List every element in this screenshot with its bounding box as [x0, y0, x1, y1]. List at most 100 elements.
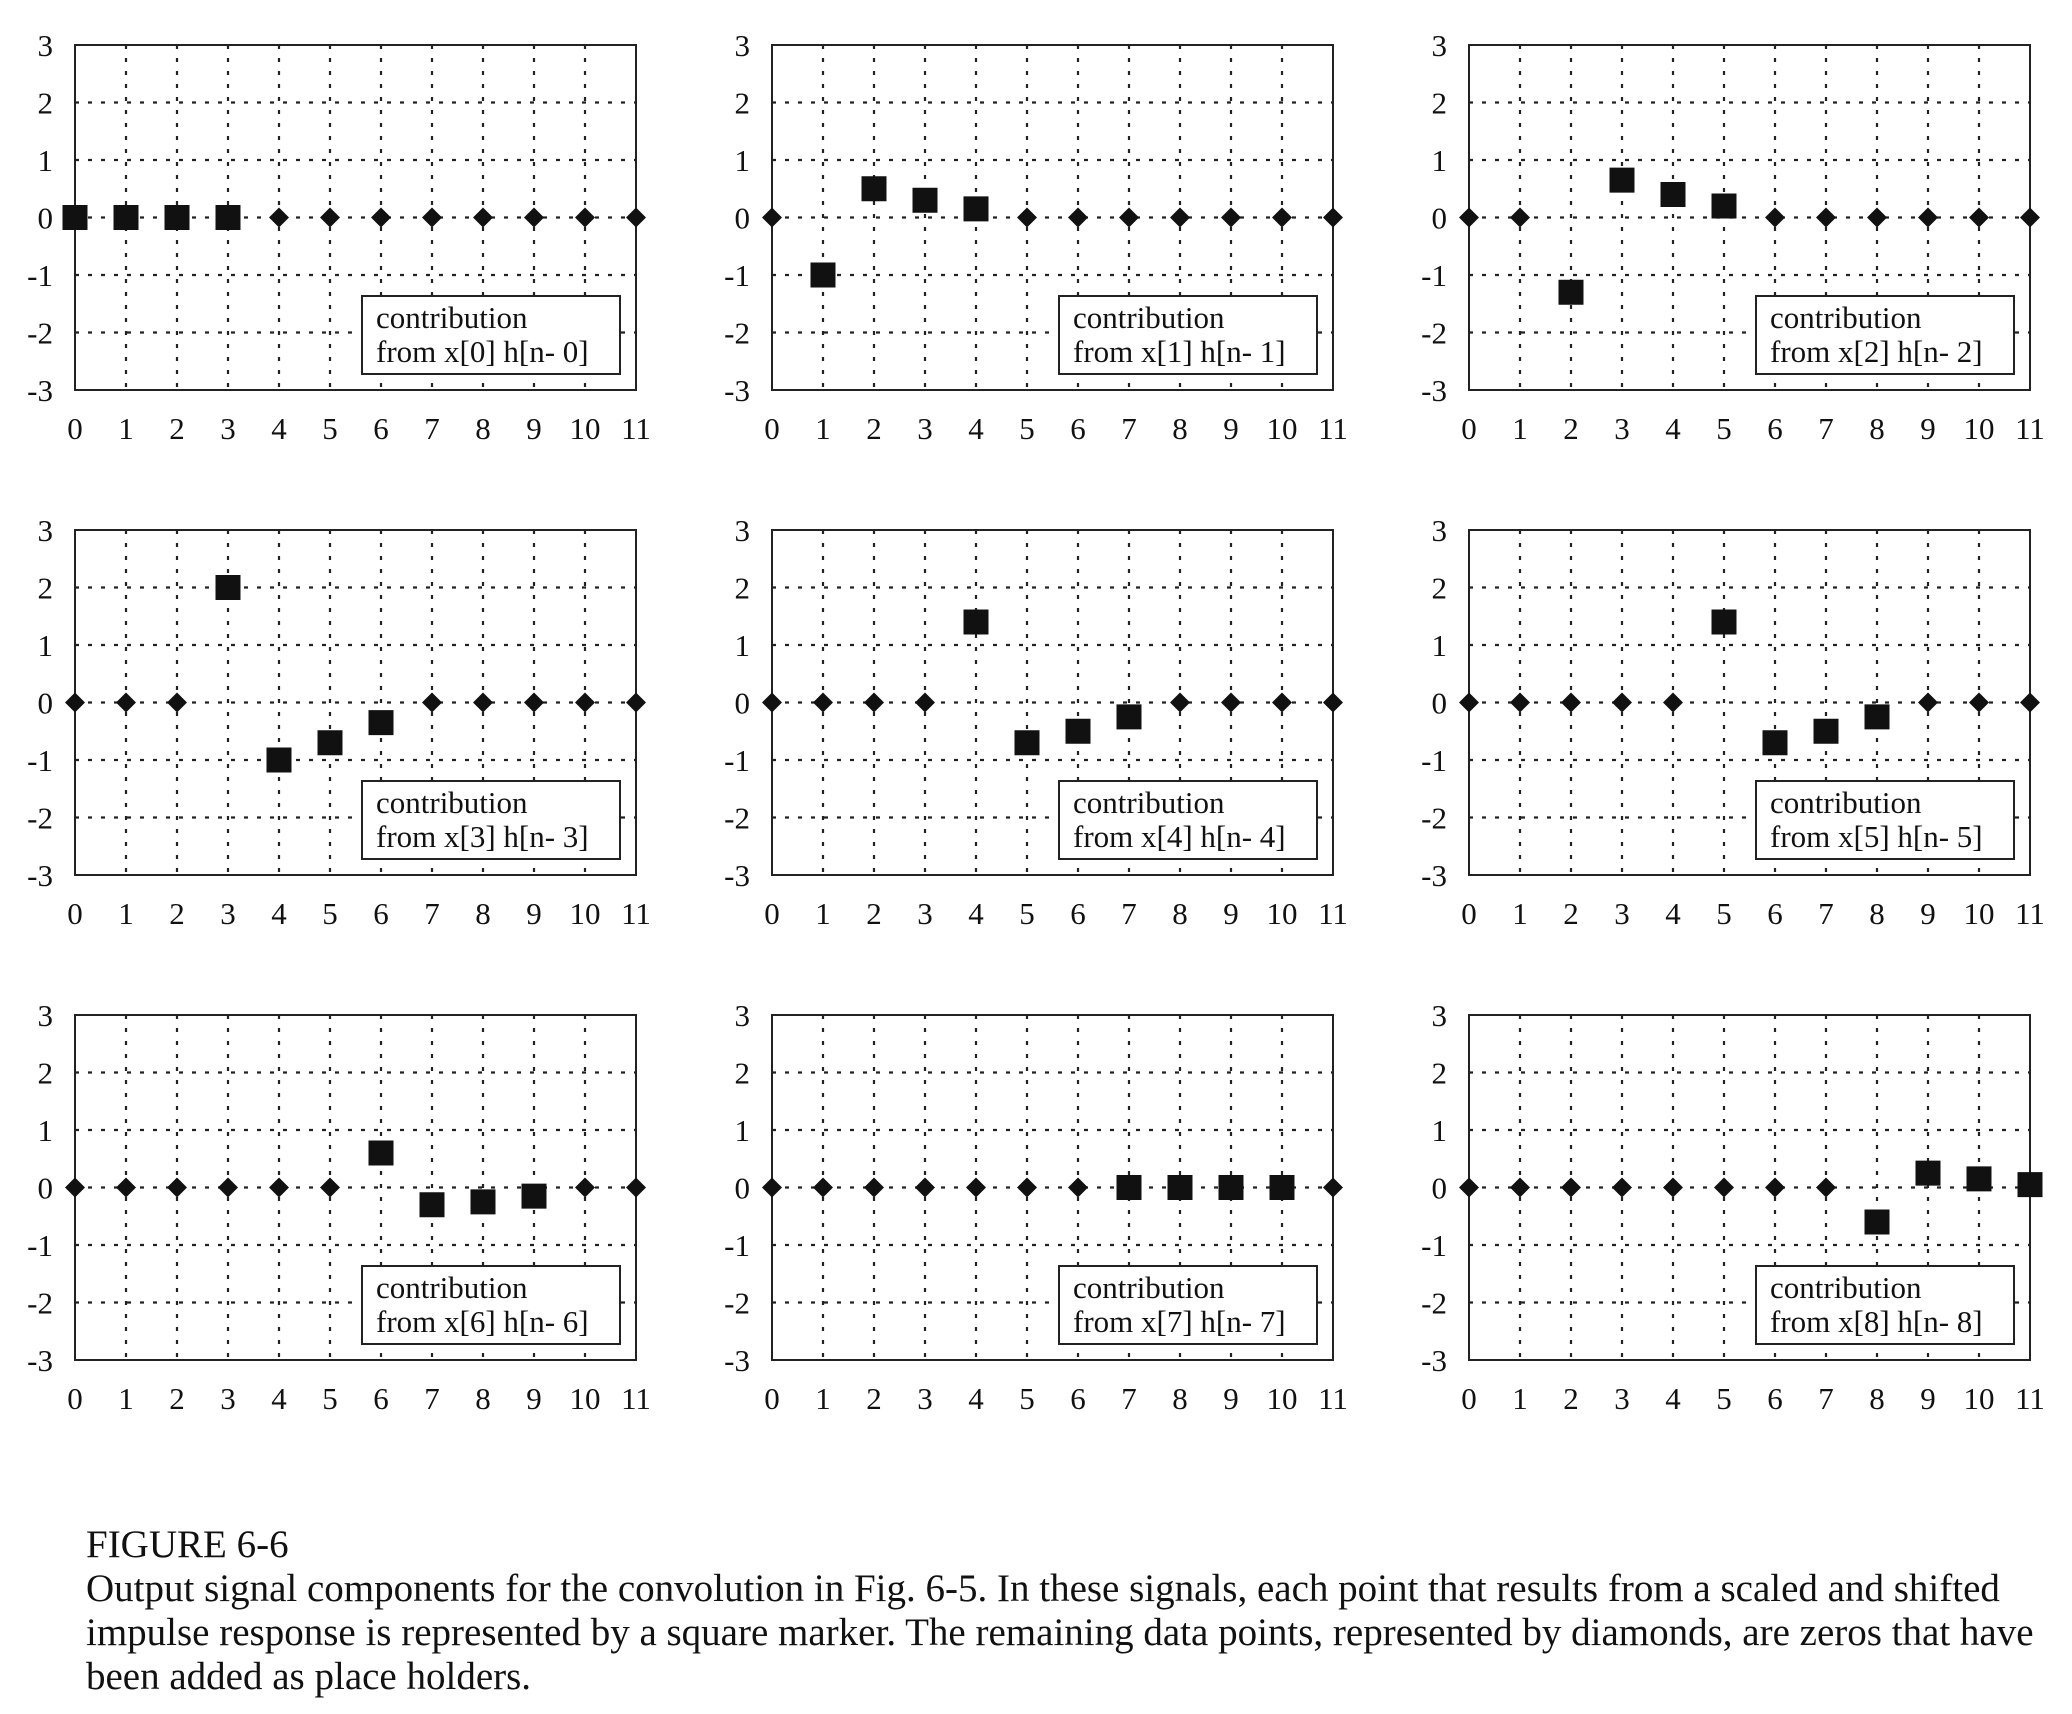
legend-box [1755, 780, 2015, 860]
diamond-marker [1119, 207, 1139, 228]
x-tick-label: 3 [917, 1381, 933, 1416]
legend-box [361, 1265, 621, 1345]
diamond-marker [1068, 207, 1088, 228]
y-tick-label: 3 [38, 513, 54, 548]
x-tick-label: 1 [118, 411, 134, 446]
y-tick-label: -2 [724, 1286, 750, 1321]
x-tick-label: 2 [1563, 896, 1579, 931]
x-tick-label: 6 [373, 896, 389, 931]
diamond-marker [269, 1177, 289, 1198]
square-marker [810, 262, 836, 288]
x-tick-label: 5 [1019, 411, 1035, 446]
x-tick-label: 6 [1070, 896, 1086, 931]
y-tick-label: 0 [735, 686, 751, 721]
diamond-marker [1561, 692, 1581, 713]
chart-panel-7: 0 1 2 3 4 5 6 7 8 9 10 113210-1-2-3contributionfrom… [724, 998, 1348, 1416]
diamond-marker [1510, 692, 1530, 713]
square-marker [1065, 718, 1091, 744]
x-tick-label: 1 [815, 896, 831, 931]
x-tick-label: 8 [475, 1381, 491, 1416]
y-tick-label: 1 [735, 1113, 751, 1148]
y-tick-label: -2 [724, 316, 750, 351]
chart-panel-6: 0 1 2 3 4 5 6 7 8 9 10 113210-1-2-3contributionfrom… [27, 998, 651, 1416]
x-tick-label: 11 [621, 411, 651, 446]
diamond-marker [1612, 1177, 1632, 1198]
y-tick-label: -1 [724, 743, 750, 778]
x-tick-label: 10 [570, 411, 601, 446]
diamond-marker [1663, 1177, 1683, 1198]
x-tick-label: 3 [220, 1381, 236, 1416]
y-tick-label: 2 [1432, 571, 1448, 606]
x-tick-label: 11 [1318, 896, 1348, 931]
x-tick-label: 8 [475, 411, 491, 446]
diamond-marker [864, 1177, 884, 1198]
x-tick-label: 10 [1267, 1381, 1298, 1416]
diamond-marker [1918, 692, 1938, 713]
diamond-marker [915, 1177, 935, 1198]
diamond-marker [320, 1177, 340, 1198]
y-tick-label: 3 [1432, 513, 1448, 548]
y-tick-label: -3 [1421, 1343, 1447, 1378]
legend-box [1058, 780, 1318, 860]
diamond-marker [626, 207, 646, 228]
y-tick-label: 3 [735, 998, 751, 1033]
legend-line: contribution [376, 300, 528, 335]
x-tick-label: 6 [1767, 896, 1783, 931]
diamond-marker [1459, 207, 1479, 228]
x-tick-label: 0 [1461, 411, 1477, 446]
diamond-marker [966, 1177, 986, 1198]
diamond-marker [813, 1177, 833, 1198]
y-tick-label: 0 [1432, 686, 1448, 721]
diamond-marker [2020, 692, 2040, 713]
diamond-marker [1459, 1177, 1479, 1198]
x-tick-label: 10 [570, 1381, 601, 1416]
x-tick-label: 1 [1512, 411, 1528, 446]
figure-label: FIGURE 6-6 [86, 1523, 289, 1566]
x-tick-label: 11 [1318, 1381, 1348, 1416]
x-tick-label: 10 [1267, 896, 1298, 931]
x-tick-label: 7 [424, 411, 440, 446]
x-tick-label: 5 [322, 1381, 338, 1416]
legend-line: contribution [376, 785, 528, 820]
y-tick-label: -2 [1421, 1286, 1447, 1321]
y-tick-label: -3 [27, 373, 53, 408]
y-tick-label: 2 [38, 571, 54, 606]
y-tick-label: 1 [1432, 1113, 1448, 1148]
x-tick-label: 2 [169, 896, 185, 931]
diamond-marker [1170, 692, 1190, 713]
x-tick-label: 3 [1614, 1381, 1630, 1416]
y-tick-label: 2 [735, 571, 751, 606]
x-tick-label: 11 [2015, 896, 2045, 931]
y-tick-label: 0 [38, 1171, 54, 1206]
y-tick-label: -1 [27, 258, 53, 293]
diamond-marker [269, 207, 289, 228]
square-marker [1218, 1175, 1244, 1200]
legend-line: from x[2] h[n- 2] [1770, 334, 1983, 369]
square-marker [1966, 1166, 1992, 1192]
x-tick-label: 2 [866, 896, 882, 931]
x-tick-label: 7 [1818, 411, 1834, 446]
diamond-marker [626, 692, 646, 713]
diamond-marker [422, 207, 442, 228]
y-tick-label: 2 [1432, 86, 1448, 121]
square-marker [1269, 1175, 1295, 1200]
square-marker [861, 176, 887, 202]
x-tick-label: 5 [1019, 896, 1035, 931]
diamond-marker [1714, 1177, 1734, 1198]
x-tick-label: 9 [1223, 411, 1239, 446]
legend-box [361, 780, 621, 860]
square-marker [164, 205, 190, 230]
y-tick-label: 1 [38, 1113, 54, 1148]
diamond-marker [1323, 692, 1343, 713]
diamond-marker [813, 692, 833, 713]
y-tick-label: -3 [724, 1343, 750, 1378]
legend-line: contribution [1073, 1270, 1225, 1305]
diamond-marker [116, 1177, 136, 1198]
square-marker [470, 1189, 496, 1215]
square-marker [215, 205, 241, 230]
x-tick-label: 6 [1767, 1381, 1783, 1416]
x-tick-label: 11 [2015, 411, 2045, 446]
diamond-marker [1017, 1177, 1037, 1198]
diamond-marker [1510, 1177, 1530, 1198]
x-tick-label: 1 [815, 411, 831, 446]
